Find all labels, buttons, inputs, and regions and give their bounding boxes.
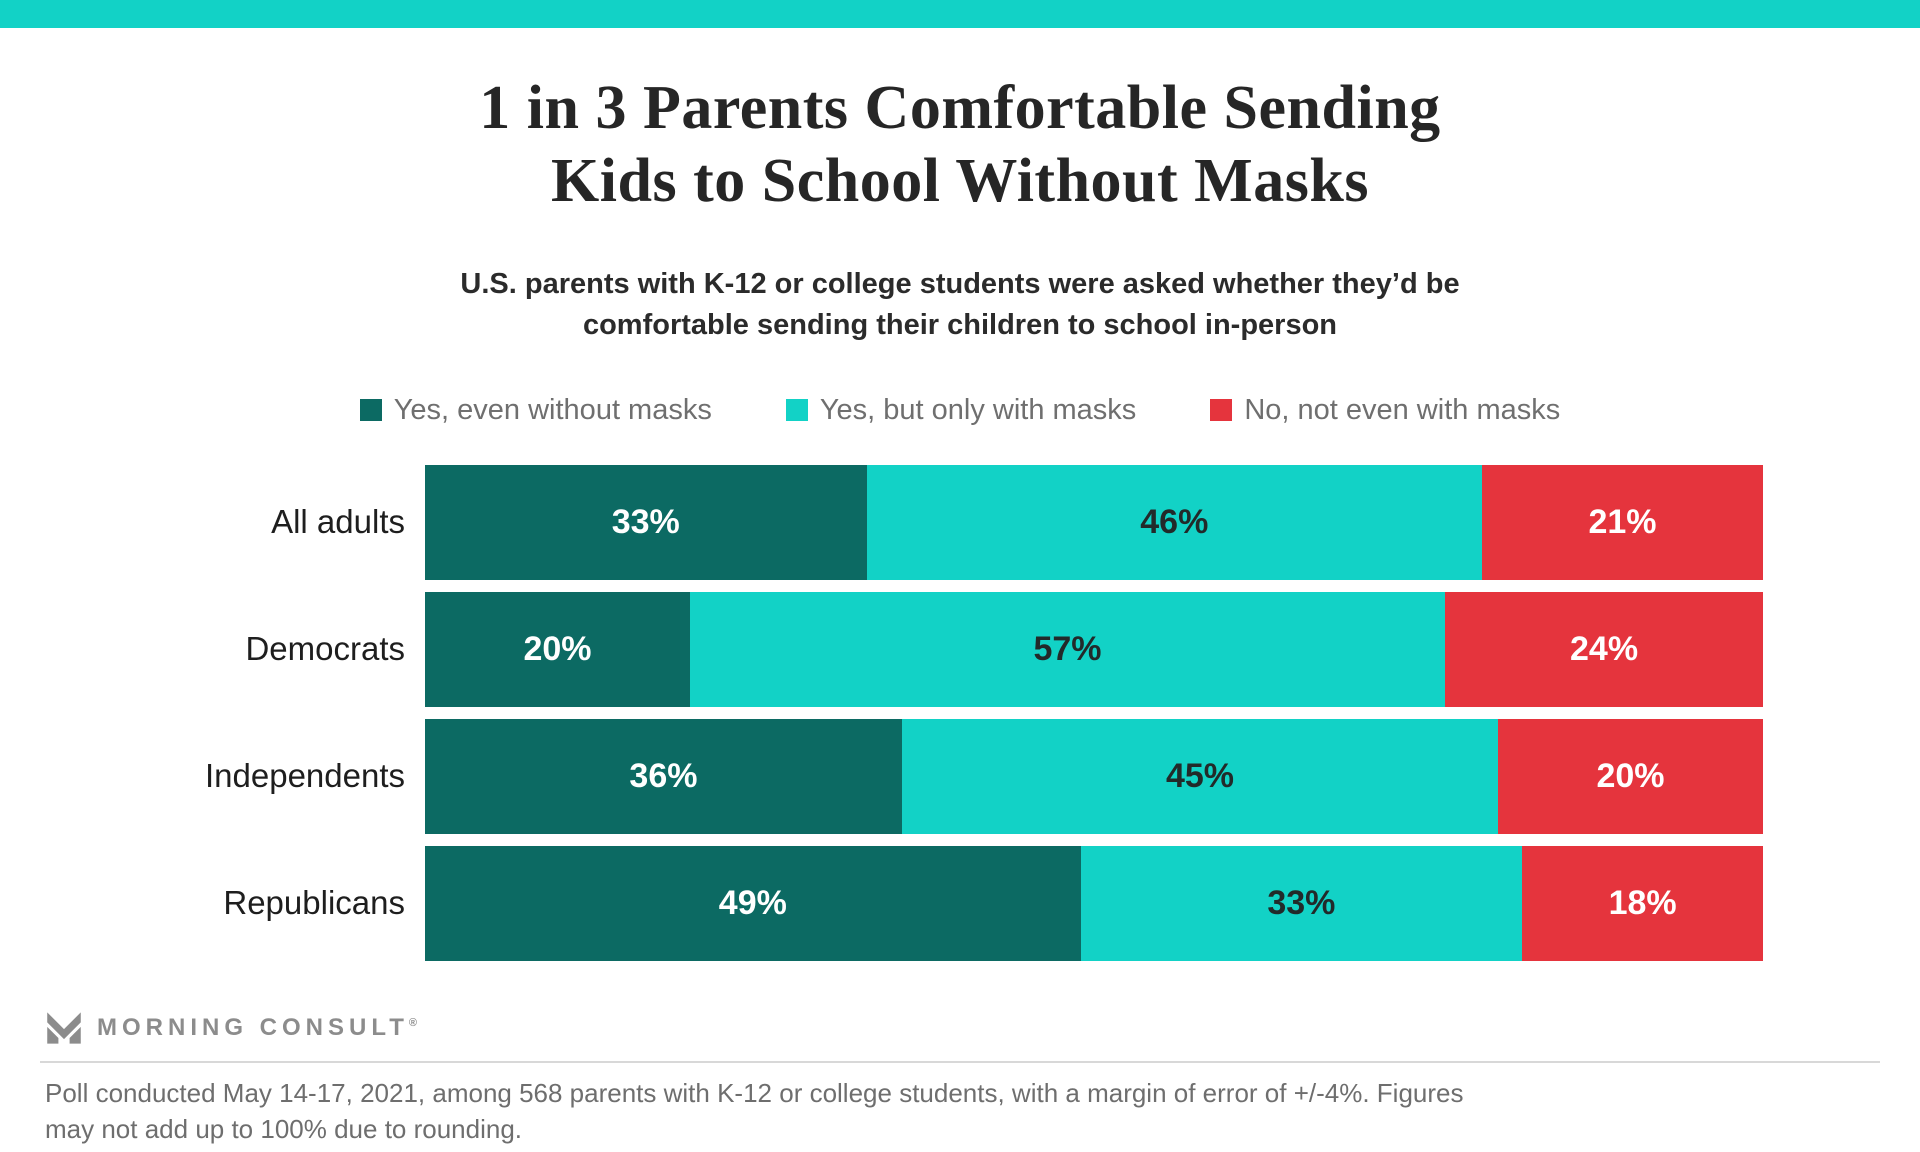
bar-group: 36% 45% 20% — [425, 718, 1763, 834]
footer-divider — [40, 1060, 1880, 1063]
chart-row: All adults 33% 46% 21% — [0, 464, 1920, 580]
legend-item: Yes, even without masks — [359, 393, 712, 427]
chart-subtitle: U.S. parents with K-12 or college studen… — [460, 268, 1460, 341]
bar-segment: 33% — [1080, 845, 1523, 961]
bar-segment: 20% — [1498, 718, 1763, 834]
legend-swatch — [359, 399, 382, 421]
bar-group: 20% 57% 24% — [425, 591, 1763, 707]
top-accent-bar — [0, 0, 1920, 28]
chart-row: Democrats 20% 57% 24% — [0, 591, 1920, 707]
legend-label: No, not even with masks — [1244, 393, 1561, 426]
row-label: Democrats — [245, 630, 405, 667]
stacked-bar-chart: All adults 33% 46% 21% Democrats 20% 57% 24% Ind… — [0, 464, 1920, 961]
chart-row: Republicans 49% 33% 18% — [0, 845, 1920, 961]
row-label: Republicans — [223, 884, 405, 921]
page-title-line1: 1 in 3 Parents Comfortable Sending — [479, 74, 1441, 142]
legend-swatch — [785, 399, 808, 421]
bar-segment: 57% — [689, 591, 1446, 707]
logo-mark-icon — [47, 1011, 81, 1044]
bar-segment: 20% — [425, 591, 690, 707]
bar-segment: 24% — [1445, 591, 1763, 707]
bar-segment: 49% — [425, 845, 1081, 961]
legend-item: Yes, but only with masks — [785, 393, 1137, 427]
bar-segment: 21% — [1482, 464, 1764, 580]
bar-segment: 33% — [425, 464, 867, 580]
registered-mark: ® — [408, 1016, 422, 1029]
bar-segment: 45% — [901, 718, 1499, 834]
row-label: Independents — [204, 757, 405, 794]
bar-group: 33% 46% 21% — [425, 464, 1764, 580]
bar-segment: 18% — [1522, 845, 1764, 961]
chart-legend: Yes, even without masks Yes, but only wit… — [0, 394, 1920, 427]
page-title: 1 in 3 Parents Comfortable Sending Kids … — [0, 72, 1920, 218]
legend-item: No, not even with masks — [1210, 394, 1560, 427]
bar-segment: 36% — [425, 718, 902, 834]
bar-group: 49% 33% 18% — [425, 845, 1764, 961]
legend-label: Yes, but only with masks — [819, 393, 1137, 426]
chart-row: Independents 36% 45% 20% — [0, 718, 1920, 834]
legend-swatch — [1210, 399, 1233, 421]
page-title-line2: Kids to School Without Masks — [551, 147, 1369, 216]
logo-text: MORNING CONSULT® — [97, 1013, 422, 1041]
methodology-footnote: Poll conducted May 14-17, 2021, among 56… — [45, 1077, 1464, 1144]
morning-consult-logo: MORNING CONSULT® — [45, 1011, 1920, 1045]
row-label: All adults — [271, 503, 405, 540]
legend-label: Yes, even without masks — [393, 393, 712, 426]
bar-segment: 46% — [866, 464, 1483, 580]
